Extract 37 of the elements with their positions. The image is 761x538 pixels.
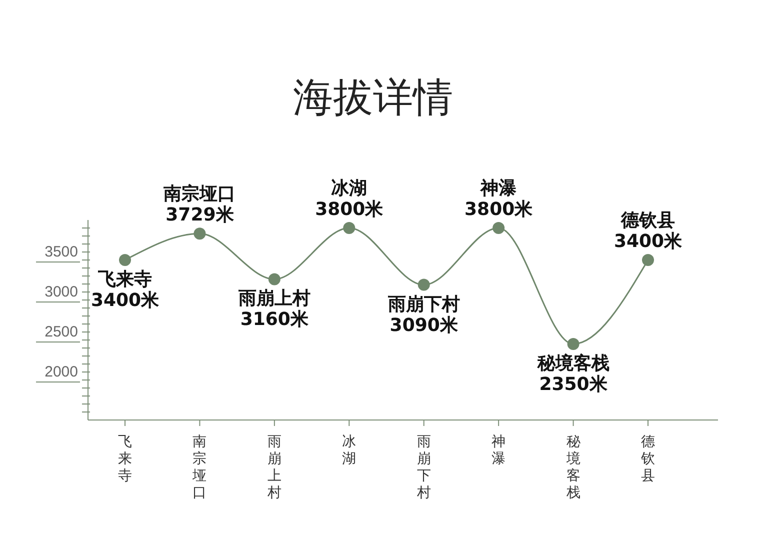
data-label: 3400米	[614, 231, 684, 252]
x-tick-label: 冰 湖	[342, 434, 356, 467]
point	[343, 222, 356, 234]
point	[194, 228, 206, 240]
data-label: 3729米	[166, 204, 235, 226]
data-label: 2350米	[539, 374, 608, 395]
category-label: 冰湖	[331, 178, 368, 199]
category-label: 南宗垭口	[164, 184, 236, 205]
point	[492, 222, 505, 234]
y-tick-label: 2500	[44, 324, 78, 340]
x-tick-label: 德 钦 县	[640, 434, 655, 484]
x-tick-label: 秘 境 客 栈	[565, 434, 580, 501]
category-label: 雨崩上村	[238, 288, 310, 310]
y-tick-label: 3000	[44, 284, 78, 300]
category-label: 飞来寺	[98, 269, 152, 290]
point	[642, 254, 654, 266]
x-tick-label: 雨 崩 上 村	[266, 434, 282, 501]
y-tick-label: 2000	[44, 364, 78, 380]
category-label: 德钦县	[621, 210, 675, 231]
data-label: 3400米	[90, 290, 160, 311]
point	[567, 338, 580, 350]
category-label: 秘境客栈	[537, 353, 610, 374]
data-label: 3800米	[464, 199, 534, 220]
chart-title: 海拔详情	[292, 74, 454, 123]
y-tick-label: 3500	[44, 244, 78, 260]
x-tick-label: 南 宗 垭 口	[192, 434, 207, 501]
category-label: 雨崩下村	[388, 294, 460, 315]
x-tick-label: 飞 来 寺	[118, 434, 132, 484]
point	[119, 254, 131, 266]
data-label: 3090米	[390, 314, 459, 336]
data-label: 3800米	[315, 199, 384, 220]
point	[418, 278, 430, 291]
x-tick-label: 神 瀑	[492, 434, 506, 467]
category-label: 神瀑	[480, 178, 517, 199]
data-label: 3160米	[240, 309, 310, 330]
x-tick-label: 雨 崩 下 村	[416, 434, 431, 501]
point	[268, 273, 280, 286]
